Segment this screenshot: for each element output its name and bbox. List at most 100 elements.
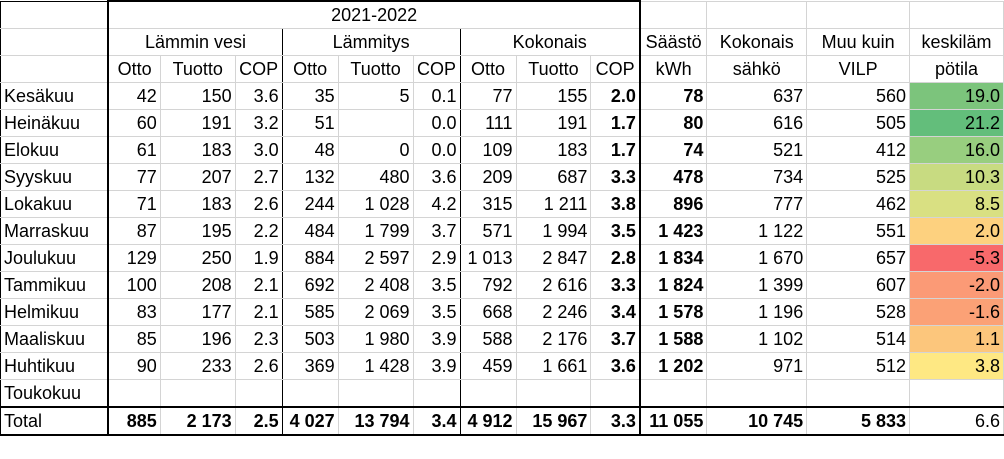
t-otto-cell[interactable] (459, 379, 517, 408)
kokonais-header-2[interactable]: sähkö (706, 55, 808, 83)
hw-cop-cell[interactable]: 2.1 (234, 271, 283, 299)
temp-cell[interactable]: 1.1 (909, 325, 1004, 353)
saasto-cell[interactable]: 1 588 (639, 325, 708, 353)
h-otto-cell[interactable]: 692 (281, 271, 339, 299)
h-tuotto-cell[interactable]: 1 980 (337, 325, 414, 353)
t-cop-cell[interactable]: 2.8 (590, 244, 641, 272)
h-tuotto-cell[interactable]: 2 069 (337, 298, 414, 326)
temp-cell[interactable]: 3.8 (909, 352, 1004, 380)
temp-cell[interactable]: 8.5 (909, 190, 1004, 218)
muu-header-2[interactable]: VILP (806, 55, 911, 83)
empty-cell[interactable] (706, 0, 808, 29)
h-cop-cell[interactable]: 3.9 (412, 352, 461, 380)
saasto-header-1[interactable]: Säästö (639, 28, 708, 56)
kokonais-cell[interactable]: 777 (706, 190, 808, 218)
group-total[interactable]: Kokonais (459, 28, 641, 56)
sub-tuotto[interactable]: Tuotto (515, 55, 592, 83)
muu-cell[interactable] (806, 379, 911, 408)
hw-cop-cell[interactable]: 2.1 (234, 298, 283, 326)
month-cell[interactable]: Maaliskuu (0, 325, 109, 353)
h-otto-cell[interactable]: 132 (281, 163, 339, 191)
kokonais-cell[interactable]: 1 399 (706, 271, 808, 299)
t-tuotto-cell[interactable]: 2 176 (515, 325, 592, 353)
muu-cell[interactable]: 551 (806, 217, 911, 245)
t-cop-cell[interactable]: 1.7 (590, 136, 641, 164)
hw-cop-cell[interactable] (234, 379, 283, 408)
temp-header-1[interactable]: keskiläm (909, 28, 1004, 56)
month-cell[interactable]: Marraskuu (0, 217, 109, 245)
h-tuotto-cell[interactable] (337, 109, 414, 137)
sub-cop[interactable]: COP (590, 55, 641, 83)
hw-tuotto-cell[interactable] (159, 379, 236, 408)
sub-tuotto[interactable]: Tuotto (337, 55, 414, 83)
hw-tuotto-cell[interactable]: 183 (159, 190, 236, 218)
h-tuotto-cell[interactable]: 1 428 (337, 352, 414, 380)
empty-cell[interactable] (0, 55, 109, 83)
saasto-cell[interactable]: 11 055 (639, 406, 708, 436)
t-cop-cell[interactable]: 3.3 (590, 163, 641, 191)
h-otto-cell[interactable]: 35 (281, 82, 339, 110)
sub-tuotto[interactable]: Tuotto (159, 55, 236, 83)
temp-cell[interactable]: -1.6 (909, 298, 1004, 326)
kokonais-cell[interactable]: 971 (706, 352, 808, 380)
sub-otto[interactable]: Otto (459, 55, 517, 83)
h-otto-cell[interactable]: 4 027 (281, 406, 339, 436)
group-heating[interactable]: Lämmitys (281, 28, 461, 56)
temp-cell[interactable]: 16.0 (909, 136, 1004, 164)
t-cop-cell[interactable] (590, 379, 641, 408)
saasto-cell[interactable]: 74 (639, 136, 708, 164)
t-cop-cell[interactable]: 1.7 (590, 109, 641, 137)
temp-cell[interactable]: -2.0 (909, 271, 1004, 299)
sub-otto[interactable]: Otto (107, 55, 161, 83)
hw-cop-cell[interactable]: 2.2 (234, 217, 283, 245)
t-otto-cell[interactable]: 588 (459, 325, 517, 353)
t-tuotto-cell[interactable] (515, 379, 592, 408)
t-tuotto-cell[interactable]: 2 847 (515, 244, 592, 272)
hw-tuotto-cell[interactable]: 207 (159, 163, 236, 191)
hw-tuotto-cell[interactable]: 183 (159, 136, 236, 164)
h-cop-cell[interactable]: 3.4 (412, 406, 461, 436)
kokonais-cell[interactable] (706, 379, 808, 408)
h-otto-cell[interactable]: 484 (281, 217, 339, 245)
t-tuotto-cell[interactable]: 15 967 (515, 406, 592, 436)
h-otto-cell[interactable]: 244 (281, 190, 339, 218)
saasto-cell[interactable]: 78 (639, 82, 708, 110)
h-tuotto-cell[interactable]: 480 (337, 163, 414, 191)
saasto-cell[interactable]: 896 (639, 190, 708, 218)
hw-cop-cell[interactable]: 3.6 (234, 82, 283, 110)
muu-cell[interactable]: 512 (806, 352, 911, 380)
t-tuotto-cell[interactable]: 687 (515, 163, 592, 191)
hw-cop-cell[interactable]: 3.2 (234, 109, 283, 137)
hw-cop-cell[interactable]: 2.5 (234, 406, 283, 436)
temp-cell[interactable]: 19.0 (909, 82, 1004, 110)
empty-cell[interactable] (639, 0, 708, 29)
month-cell[interactable]: Syyskuu (0, 163, 109, 191)
h-cop-cell[interactable]: 0.0 (412, 109, 461, 137)
h-cop-cell[interactable] (412, 379, 461, 408)
hw-cop-cell[interactable]: 1.9 (234, 244, 283, 272)
kokonais-cell[interactable]: 1 196 (706, 298, 808, 326)
muu-cell[interactable]: 528 (806, 298, 911, 326)
muu-cell[interactable]: 525 (806, 163, 911, 191)
muu-cell[interactable]: 505 (806, 109, 911, 137)
temp-cell[interactable]: 6.6 (909, 406, 1004, 436)
t-cop-cell[interactable]: 3.3 (590, 406, 641, 436)
empty-cell[interactable] (909, 0, 1004, 29)
t-otto-cell[interactable]: 111 (459, 109, 517, 137)
kokonais-cell[interactable]: 734 (706, 163, 808, 191)
month-cell[interactable]: Helmikuu (0, 298, 109, 326)
hw-otto-cell[interactable]: 87 (107, 217, 161, 245)
h-otto-cell[interactable]: 884 (281, 244, 339, 272)
h-cop-cell[interactable]: 3.6 (412, 163, 461, 191)
temp-cell[interactable]: -5.3 (909, 244, 1004, 272)
h-otto-cell[interactable] (281, 379, 339, 408)
saasto-cell[interactable]: 1 423 (639, 217, 708, 245)
month-cell[interactable]: Lokakuu (0, 190, 109, 218)
t-otto-cell[interactable]: 315 (459, 190, 517, 218)
t-cop-cell[interactable]: 3.3 (590, 271, 641, 299)
muu-cell[interactable]: 607 (806, 271, 911, 299)
hw-otto-cell[interactable]: 83 (107, 298, 161, 326)
t-cop-cell[interactable]: 3.7 (590, 325, 641, 353)
saasto-cell[interactable]: 1 578 (639, 298, 708, 326)
temp-cell[interactable]: 10.3 (909, 163, 1004, 191)
